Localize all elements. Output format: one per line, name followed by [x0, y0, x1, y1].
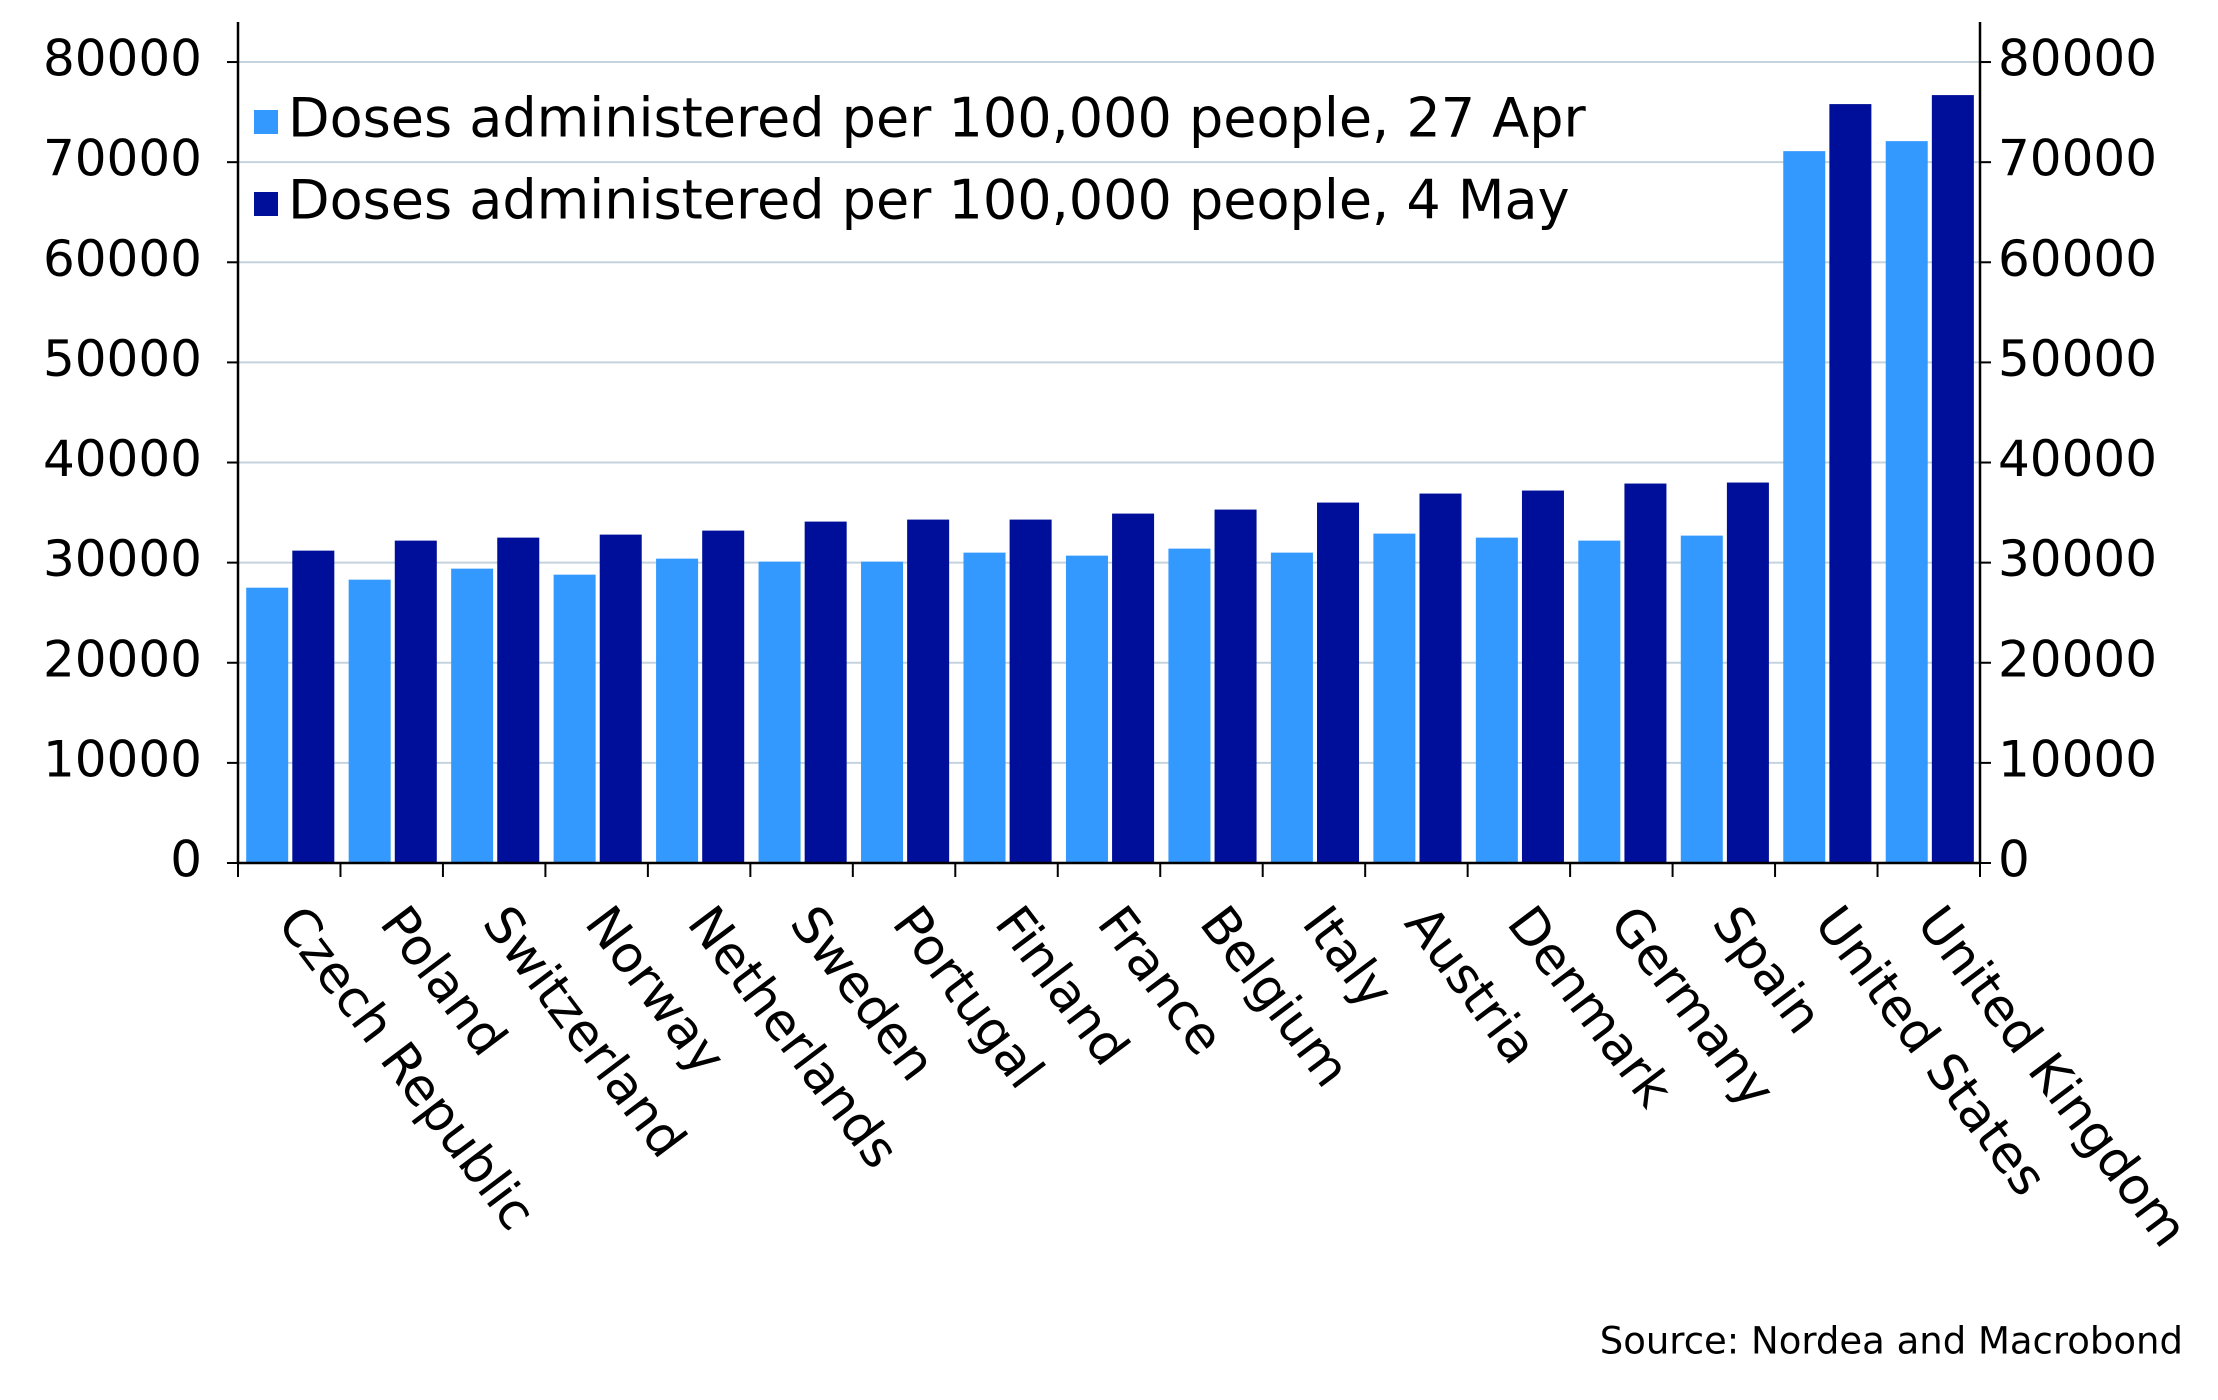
bar: [599, 534, 642, 863]
bar: [497, 537, 540, 863]
y2-tick-label: 0: [1998, 831, 2030, 889]
bar: [1521, 490, 1564, 863]
y2-tick-label: 40000: [1998, 430, 2157, 488]
y2-tick-label: 70000: [1998, 130, 2157, 188]
bar: [246, 587, 289, 863]
y-tick-label: 20000: [43, 630, 202, 688]
y-tick-label: 80000: [43, 30, 202, 88]
bar: [804, 521, 847, 863]
bar: [1885, 141, 1928, 863]
bar: [656, 558, 699, 863]
bar: [1578, 540, 1621, 863]
bar: [1373, 533, 1416, 863]
bar: [394, 540, 437, 863]
bar: [1783, 151, 1826, 863]
bar: [553, 574, 596, 863]
bar: [292, 550, 335, 863]
y-tick-label: 50000: [43, 330, 202, 388]
legend-swatch: [254, 192, 278, 216]
bar: [1726, 482, 1769, 863]
y2-tick-label: 10000: [1998, 730, 2157, 788]
legend-label: Doses administered per 100,000 people, 2…: [288, 87, 1586, 150]
bar: [348, 579, 391, 863]
bar: [1009, 519, 1052, 863]
y2-tick-label: 80000: [1998, 30, 2157, 88]
bar: [907, 519, 950, 863]
y2-tick-label: 60000: [1998, 230, 2157, 288]
source-note: Source: Nordea and Macrobond: [1600, 1320, 2183, 1363]
bar: [963, 552, 1006, 863]
bar: [1931, 95, 1974, 863]
bar: [861, 561, 904, 863]
y2-tick-label: 30000: [1998, 530, 2157, 588]
bar: [451, 568, 494, 863]
y-tick-label: 40000: [43, 430, 202, 488]
bar: [1112, 513, 1155, 863]
bar: [758, 561, 801, 863]
bar: [1168, 548, 1211, 863]
y-tick-label: 10000: [43, 730, 202, 788]
bar: [702, 530, 745, 863]
bar: [1214, 509, 1257, 863]
bar: [1065, 555, 1108, 863]
y2-tick-label: 20000: [1998, 630, 2157, 688]
bar: [1680, 535, 1723, 863]
bar: [1624, 483, 1667, 863]
legend-label: Doses administered per 100,000 people, 4…: [288, 169, 1570, 232]
y-tick-label: 70000: [43, 130, 202, 188]
bar: [1270, 552, 1313, 863]
bar: [1419, 493, 1462, 863]
y2-tick-label: 50000: [1998, 330, 2157, 388]
y-tick-label: 0: [170, 831, 202, 889]
bar: [1475, 537, 1518, 863]
y-tick-label: 30000: [43, 530, 202, 588]
legend-swatch: [254, 110, 278, 134]
y-tick-label: 60000: [43, 230, 202, 288]
bar: [1829, 104, 1872, 864]
bar: [1317, 502, 1360, 863]
